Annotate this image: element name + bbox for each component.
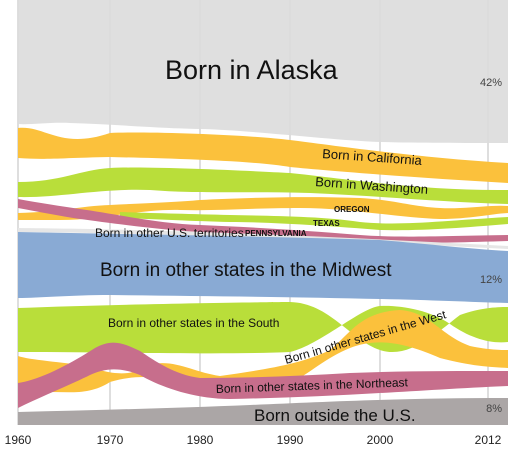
label-other-territories: Born in other U.S. territories [95, 226, 244, 240]
band-northeast [18, 342, 508, 408]
band-alaska [18, 0, 508, 143]
band-washington [18, 167, 508, 204]
label-northeast: Born in other states in the Northeast [216, 375, 409, 396]
band-pennsylvania [18, 199, 508, 244]
band-outside-us [18, 398, 508, 425]
label-born-in-california: Born in California [322, 146, 423, 168]
pct-label-midwest: 12% [480, 274, 502, 286]
label-born-in-alaska: Born in Alaska [165, 55, 339, 85]
x-tick-label: 1990 [277, 433, 304, 447]
x-tick-label: 1980 [187, 433, 214, 447]
label-oregon: OREGON [334, 205, 370, 214]
band-california [18, 127, 508, 183]
label-texas: TEXAS [313, 219, 340, 228]
x-tick-label: 2012 [475, 433, 502, 447]
x-tick-label: 2000 [367, 433, 394, 447]
pct-label-alaska: 42% [480, 77, 502, 89]
label-midwest: Born in other states in the Midwest [100, 260, 392, 281]
bands [18, 0, 508, 425]
pct-label-outside-us: 8% [486, 403, 502, 415]
band-oregon [18, 197, 508, 220]
percent-labels: 42% 12% 8% [480, 77, 502, 415]
label-pennsylvania: PENNSYLVANIA [245, 229, 307, 238]
label-born-outside-us: Born outside the U.S. [254, 406, 416, 425]
band-midwest [18, 232, 508, 303]
label-south: Born in other states in the South [108, 316, 279, 330]
x-tick-label: 1970 [97, 433, 124, 447]
x-tick-label: 1960 [5, 433, 32, 447]
band-texas [120, 212, 508, 231]
band-other-territories [18, 228, 508, 249]
x-axis: 1960 1970 1980 1990 2000 2012 [5, 433, 502, 447]
